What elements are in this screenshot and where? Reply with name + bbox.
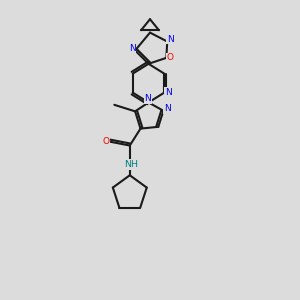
Text: N: N — [145, 94, 151, 103]
Text: N: N — [167, 34, 174, 43]
Text: O: O — [167, 53, 174, 62]
Text: N: N — [165, 88, 172, 97]
Text: N: N — [164, 104, 171, 113]
Text: NH: NH — [124, 160, 138, 169]
Text: O: O — [103, 136, 110, 146]
Text: N: N — [129, 44, 136, 53]
